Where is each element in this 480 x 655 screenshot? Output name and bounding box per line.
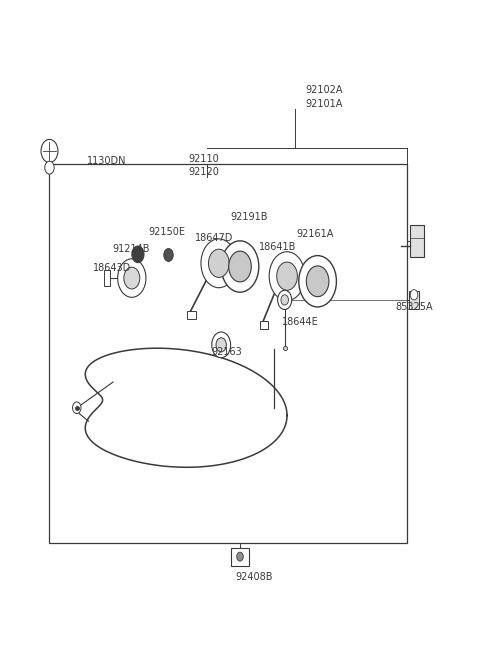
Circle shape <box>269 252 305 301</box>
Text: 92408B: 92408B <box>235 572 273 582</box>
Circle shape <box>124 267 140 289</box>
Circle shape <box>277 290 292 310</box>
Circle shape <box>410 290 418 300</box>
Circle shape <box>237 552 243 561</box>
Circle shape <box>164 248 173 261</box>
Text: 18644E: 18644E <box>282 318 319 328</box>
Text: 92120: 92120 <box>188 167 219 177</box>
Bar <box>409 291 419 309</box>
Text: 91214B: 91214B <box>112 244 150 254</box>
Circle shape <box>208 249 229 278</box>
Bar <box>410 225 424 257</box>
Text: 92150E: 92150E <box>148 227 185 238</box>
Circle shape <box>306 266 329 297</box>
Circle shape <box>72 402 81 413</box>
Text: 92101A: 92101A <box>306 99 343 109</box>
Circle shape <box>201 239 237 288</box>
Text: 92161A: 92161A <box>297 229 334 240</box>
Bar <box>187 311 195 319</box>
Circle shape <box>216 338 227 352</box>
Text: 92163: 92163 <box>212 347 242 357</box>
Circle shape <box>221 241 259 292</box>
Circle shape <box>212 332 230 358</box>
Circle shape <box>276 262 298 290</box>
Circle shape <box>281 295 288 305</box>
Text: 92102A: 92102A <box>306 85 343 95</box>
Circle shape <box>45 161 54 174</box>
Bar <box>230 548 250 566</box>
Text: 92110: 92110 <box>188 155 219 164</box>
Text: 18647D: 18647D <box>195 233 234 242</box>
Circle shape <box>118 259 146 297</box>
Circle shape <box>132 246 144 263</box>
Circle shape <box>228 251 252 282</box>
Circle shape <box>41 140 58 162</box>
Text: 18641B: 18641B <box>259 242 296 252</box>
Bar <box>104 270 110 286</box>
Bar <box>261 321 268 329</box>
Circle shape <box>299 255 336 307</box>
Text: 1130DN: 1130DN <box>87 156 127 166</box>
Bar <box>49 164 407 542</box>
Text: 18643D: 18643D <box>93 263 132 273</box>
Text: 85325A: 85325A <box>395 302 433 312</box>
Text: 92191B: 92191B <box>230 212 268 222</box>
